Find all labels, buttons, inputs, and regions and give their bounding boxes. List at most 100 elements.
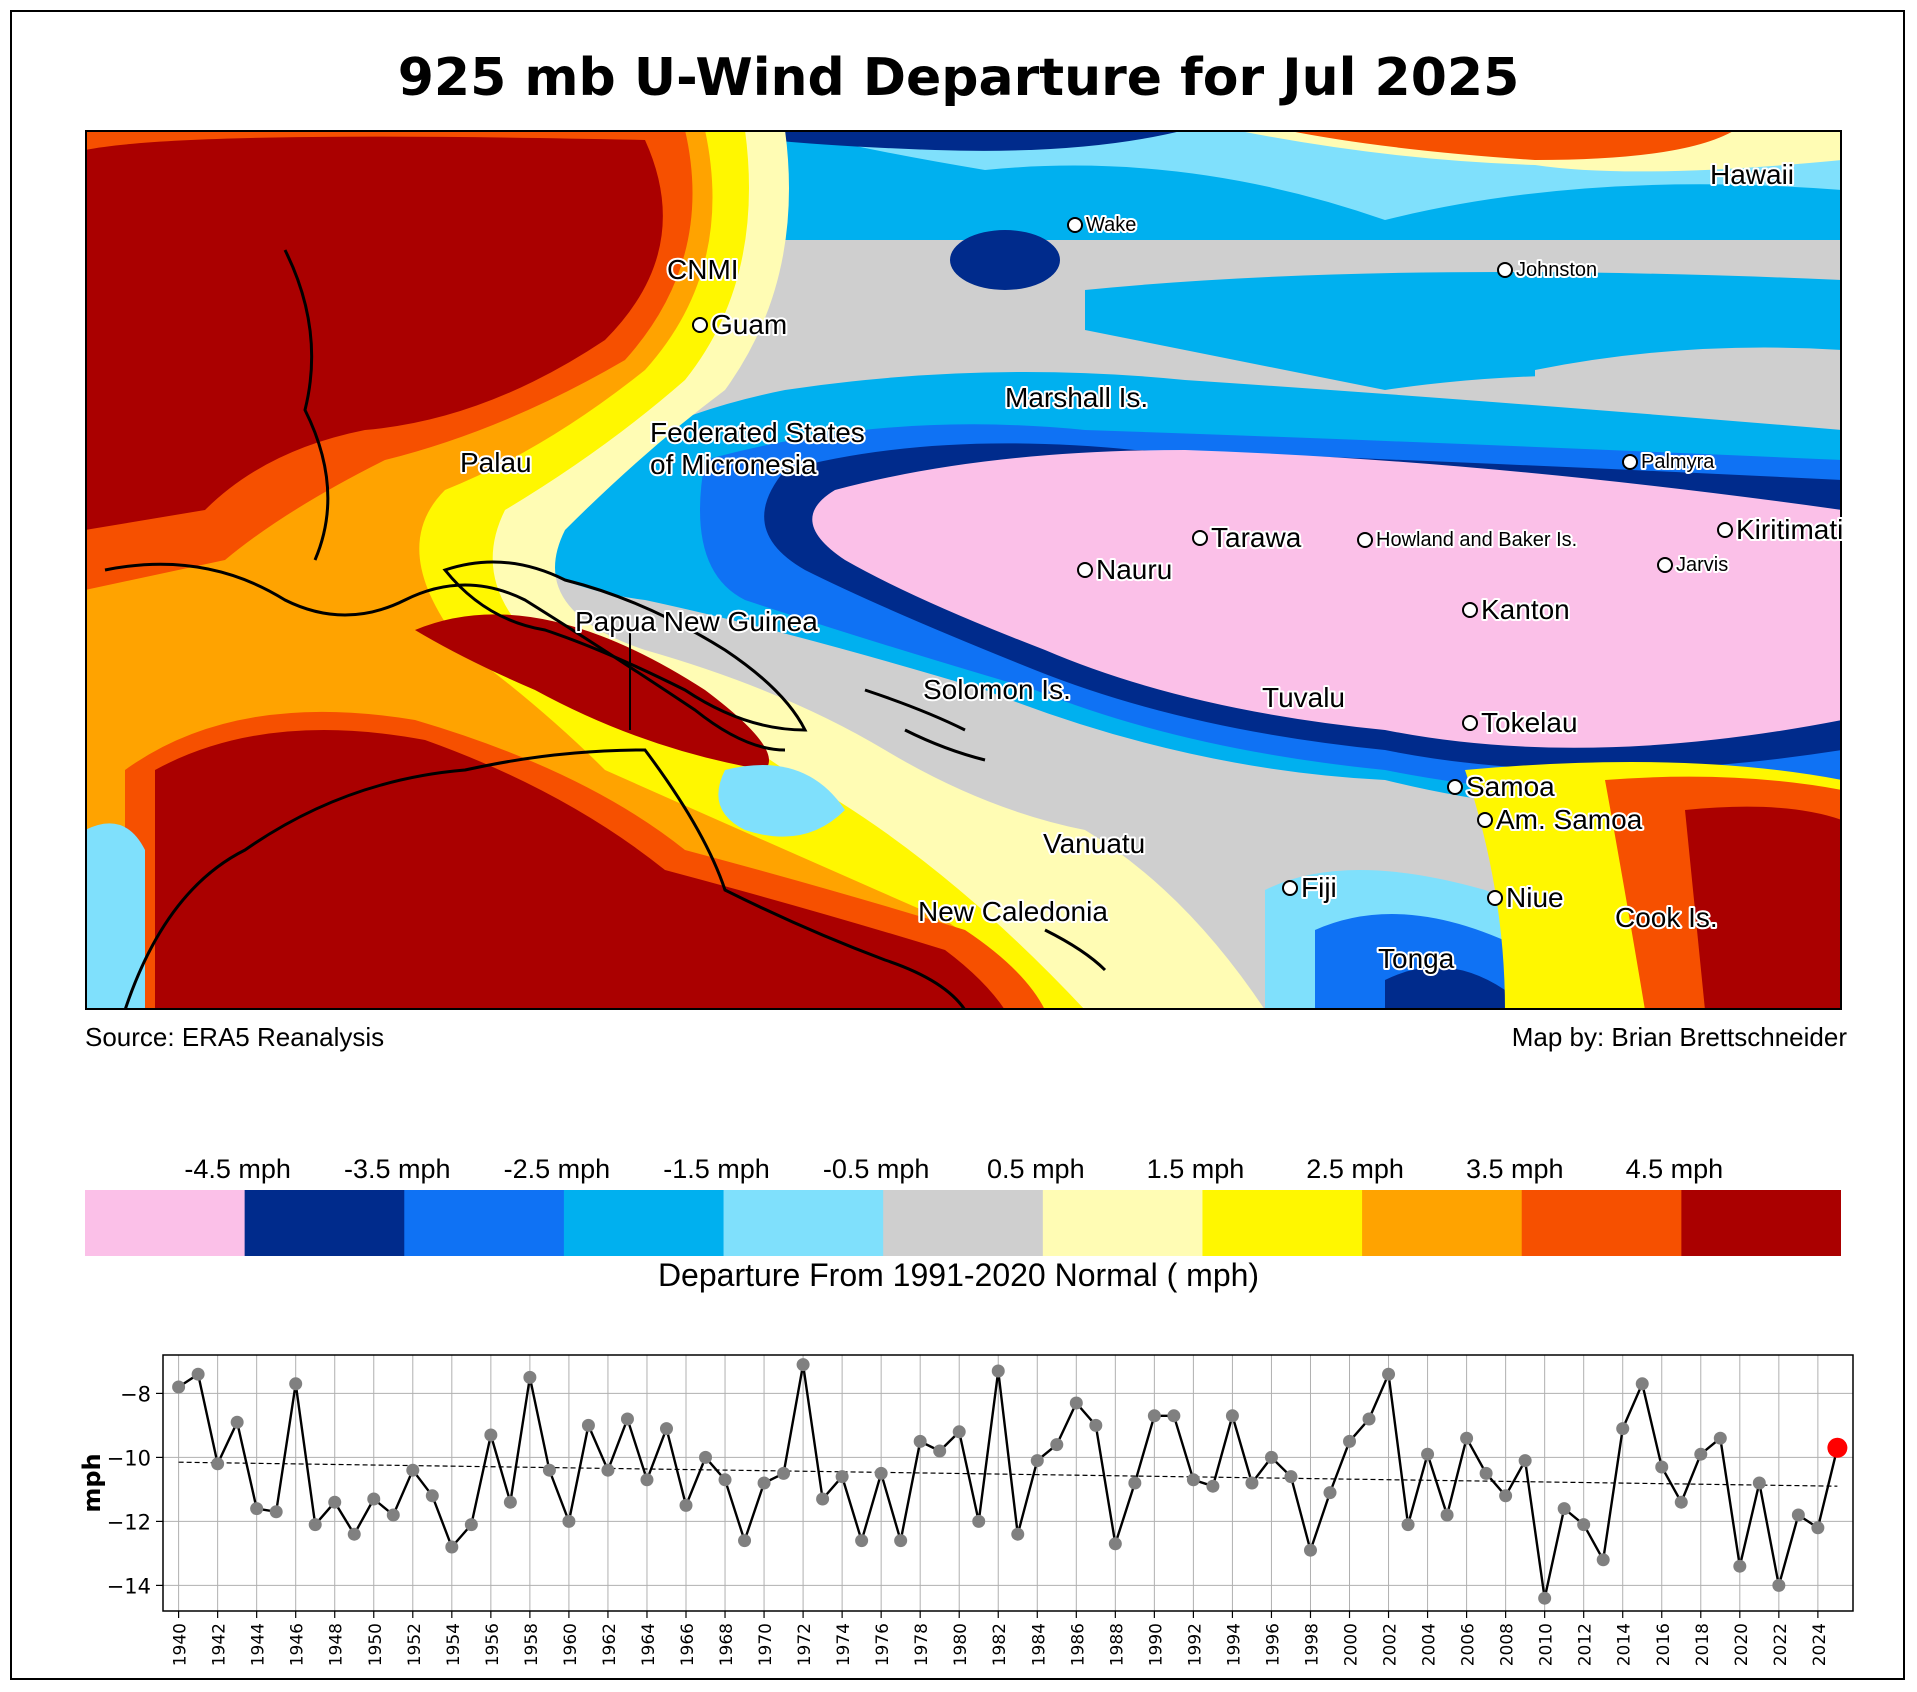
data-point [835,1470,849,1484]
map-label: CNMI [665,252,741,287]
x-tick-label: 1964 [639,1623,659,1666]
plot-area-frame [162,1354,1854,1612]
data-point [328,1495,342,1509]
map-band [1285,130,1735,160]
data-point [894,1534,908,1548]
map-label-text: Kanton [1481,594,1570,625]
map-label: Tuvalu [1260,680,1347,715]
x-tick-label: 1948 [327,1623,347,1666]
colorbar-swatch [85,1190,246,1256]
data-point [1635,1377,1649,1391]
data-point [1440,1508,1454,1522]
map-label: Jarvis [1657,552,1730,578]
x-tick-label: 1940 [171,1623,191,1666]
data-point [1811,1521,1825,1535]
location-marker [1717,522,1733,538]
map-coastline [123,748,967,1010]
map-label-text: Cook Is. [1615,902,1718,933]
map-label: of Micronesia [648,447,819,482]
data-point [1655,1460,1669,1474]
location-marker [1477,812,1493,828]
map-label: Howland and Baker Is. [1357,527,1579,553]
x-tick-label: 2010 [1537,1623,1557,1666]
data-point [484,1428,498,1442]
x-tick-label: 2016 [1654,1623,1674,1666]
map-label: Nauru [1077,552,1174,587]
map-label: Wake [1067,212,1138,238]
map-label-text: Solomon Is. [923,674,1071,705]
map-label-text: Jarvis [1676,554,1728,576]
data-point [1694,1447,1708,1461]
map-label-text: Federated States [650,417,865,448]
data-point [601,1463,615,1477]
map-label-text: Vanuatu [1043,828,1145,859]
data-point [1460,1431,1474,1445]
location-marker [1497,262,1513,278]
map-coastline [283,249,330,561]
data-point [991,1364,1005,1378]
map-label-text: Niue [1506,882,1564,913]
source-caption: Source: ERA5 Reanalysis [85,1022,385,1052]
data-point [777,1466,791,1480]
map-coastline [864,688,986,762]
colorbar-swatch [723,1190,884,1256]
data-point [503,1495,517,1509]
data-point [699,1450,713,1464]
data-point [874,1466,888,1480]
data-point [1303,1543,1317,1557]
y-tick-label: −8 [120,1382,151,1406]
location-marker [1447,779,1463,795]
data-point [250,1502,264,1516]
colorbar-label: Departure From 1991-2020 Normal ( mph) [657,1257,1260,1293]
x-tick-label: 1962 [600,1623,620,1666]
colorbar-tick-label: 0.5 mph [987,1154,1085,1184]
data-point [386,1508,400,1522]
data-point [347,1527,361,1541]
map-label: Guam [692,307,789,342]
map-label-text: New Caledonia [918,896,1108,927]
map-label-text: Tokelau [1481,707,1578,738]
colorbar-swatch [563,1190,725,1256]
map-label: Kanton [1462,592,1572,627]
y-tick-label: −10 [107,1446,151,1470]
colorbar-tick-label: -3.5 mph [344,1154,451,1184]
map-label-text: Nauru [1096,554,1172,585]
colorbar-swatch [1042,1190,1203,1256]
data-point [1264,1450,1278,1464]
x-tick-label: 1960 [561,1623,581,1666]
data-point [1128,1476,1142,1490]
map-label-text: Palmyra [1641,451,1715,473]
location-marker [1077,562,1093,578]
map-band [415,614,769,770]
x-tick-label: 1974 [834,1623,854,1666]
map-label-text: Fiji [1301,872,1337,903]
map-label-text: Tarawa [1211,522,1302,553]
map-coastline [442,560,808,732]
x-tick-label: 1982 [990,1623,1010,1666]
x-tick-label: 1970 [756,1623,776,1666]
colorbar: -4.5 mph -3.5 mph -2.5 mph -1.5 mph -0.5 mph… [85,1154,1841,1256]
data-point [913,1434,927,1448]
y-tick-label: −14 [107,1574,151,1598]
map-label: Solomon Is. [921,672,1073,707]
data-point [640,1473,654,1487]
data-point [289,1377,303,1391]
map-label: New Caledonia [916,894,1110,929]
location-marker [1192,530,1208,546]
x-tick-label: 1950 [366,1623,386,1666]
data-point [738,1534,752,1548]
data-point [1674,1495,1688,1509]
x-tick-label: 1956 [483,1623,503,1666]
data-point [1733,1559,1747,1573]
data-point [1147,1409,1161,1423]
map-label-text: Palau [460,447,532,478]
x-tick-label: 2012 [1576,1623,1596,1666]
x-tick-label: 2002 [1381,1623,1401,1666]
colorbar-tick-label: -4.5 mph [184,1154,291,1184]
data-point [172,1380,186,1394]
data-point [581,1418,595,1432]
x-tick-label: 1968 [717,1623,737,1666]
data-point [1382,1367,1396,1381]
data-point [308,1518,322,1532]
data-point [1167,1409,1181,1423]
